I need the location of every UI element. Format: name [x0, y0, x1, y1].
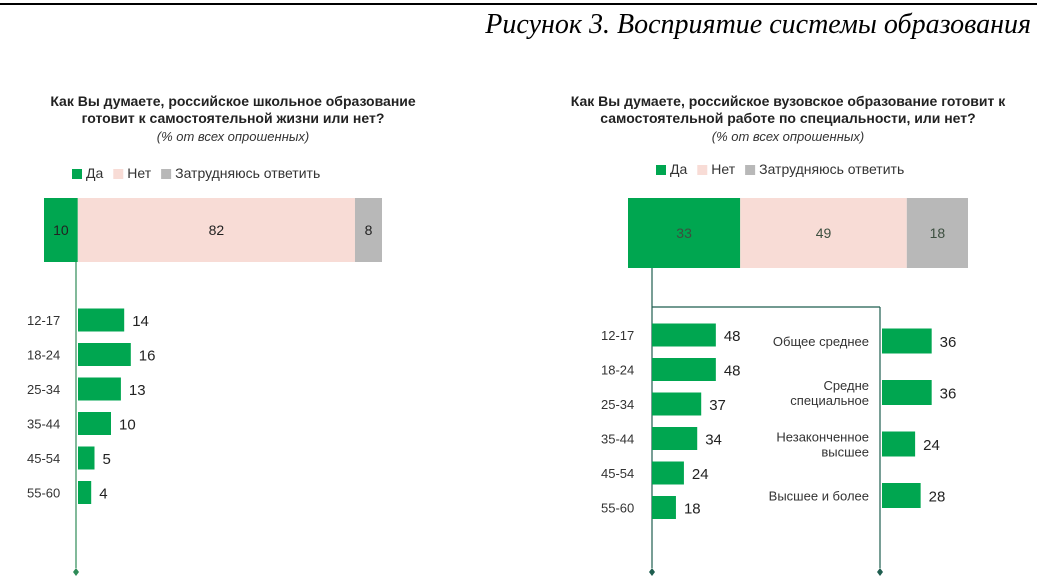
left-breakdown-bar [78, 343, 131, 366]
right-category-label: 25-34 [601, 397, 634, 412]
left-category-label: 45-54 [27, 451, 60, 466]
left-legend-label: Затрудняюсь ответить [175, 165, 320, 181]
right-stack-value: 33 [676, 225, 692, 241]
left-chart-title: Как Вы думаете, российское школьное обра… [50, 93, 416, 126]
left-stack-value: 82 [209, 222, 225, 238]
right-breakdown-value: 24 [692, 466, 709, 483]
left-category-label: 35-44 [27, 417, 60, 432]
right-breakdown-value: 34 [705, 432, 722, 449]
left-stack-value: 8 [365, 222, 373, 238]
figure-title: Рисунок 3. Восприятие системы образовани… [485, 9, 1031, 40]
right-connector-end [877, 568, 883, 576]
left-stack-value: 10 [53, 222, 69, 238]
right-category-label: 18-24 [601, 363, 634, 378]
left-category-label: 12-17 [27, 313, 60, 328]
right-connector-end [649, 568, 655, 576]
right-legend-label: Нет [711, 161, 735, 177]
right-breakdown-value: 48 [724, 363, 741, 380]
right-category-label: Незаконченное [776, 430, 869, 445]
left-category-label: 55-60 [27, 486, 60, 501]
right-breakdown-bar [652, 358, 716, 381]
right-category-label: 45-54 [601, 466, 634, 481]
right-breakdown-bar [882, 380, 932, 405]
right-legend-swatch [745, 165, 756, 175]
left-stack-segment [44, 198, 78, 262]
right-breakdown-value: 18 [684, 501, 701, 518]
right-breakdown-bar [652, 323, 716, 347]
right-breakdown-bar [652, 392, 702, 416]
left-category-label: 25-34 [27, 382, 60, 397]
left-legend-swatch [113, 169, 124, 179]
right-breakdown-bar [882, 483, 921, 508]
left-legend-swatch [161, 169, 172, 179]
right-stack-segment [906, 198, 968, 268]
left-chart-subtitle: (% от всех опрошенных) [156, 129, 310, 144]
right-legend-swatch [656, 165, 666, 175]
right-legend-label: Затрудняюсь ответить [759, 161, 904, 177]
right-breakdown-bar [652, 496, 676, 519]
top-rule [0, 3, 1037, 5]
left-breakdown-bar [78, 377, 121, 401]
right-breakdown-bar [882, 328, 932, 354]
left-breakdown-bar [78, 446, 95, 470]
right-breakdown-bar [882, 431, 916, 457]
left-category-label: 18-24 [27, 348, 60, 363]
right-legend-label: Да [670, 161, 687, 177]
left-breakdown-bar [78, 412, 111, 435]
right-breakdown-value: 24 [923, 437, 940, 454]
left-breakdown-value: 16 [139, 348, 156, 365]
right-breakdown-bar [652, 427, 698, 450]
right-legend-swatch [697, 165, 708, 175]
right-stack-segment [740, 198, 907, 268]
right-category-label: 12-17 [601, 328, 634, 343]
left-legend-label: Да [86, 165, 103, 181]
right-breakdown-value: 48 [724, 328, 741, 345]
left-breakdown-value: 14 [132, 313, 149, 330]
left-stack-segment [354, 198, 382, 262]
right-category-label: Высшее и более [769, 489, 869, 504]
left-breakdown-value: 10 [119, 417, 136, 434]
right-chart-subtitle: (% от всех опрошенных) [711, 129, 865, 144]
right-category-label: Средне [823, 378, 869, 393]
right-breakdown-value: 28 [929, 489, 946, 506]
left-breakdown-value: 5 [103, 451, 111, 468]
right-stack-value: 18 [930, 225, 946, 241]
left-breakdown-bar [78, 308, 125, 332]
right-category-label: высшее [821, 445, 869, 460]
right-category-label: 35-44 [601, 432, 634, 447]
right-breakdown-bar [652, 461, 684, 485]
right-breakdown-value: 36 [940, 334, 957, 351]
left-breakdown-value: 4 [99, 486, 107, 503]
left-connector-end [73, 568, 79, 576]
left-legend-label: Нет [127, 165, 151, 181]
right-chart-title: Как Вы думаете, российское вузовское обр… [570, 93, 1006, 126]
left-legend-swatch [72, 169, 82, 179]
right-breakdown-value: 37 [709, 397, 726, 414]
right-stack-segment [628, 198, 741, 268]
right-breakdown-value: 36 [940, 386, 957, 403]
left-breakdown-bar [78, 481, 92, 504]
left-stack-segment [77, 198, 355, 262]
right-category-label: Общее среднее [773, 334, 869, 349]
right-stack-value: 49 [816, 225, 832, 241]
left-breakdown-value: 13 [129, 382, 146, 399]
right-category-label: специальное [790, 393, 869, 408]
right-category-label: 55-60 [601, 501, 634, 516]
